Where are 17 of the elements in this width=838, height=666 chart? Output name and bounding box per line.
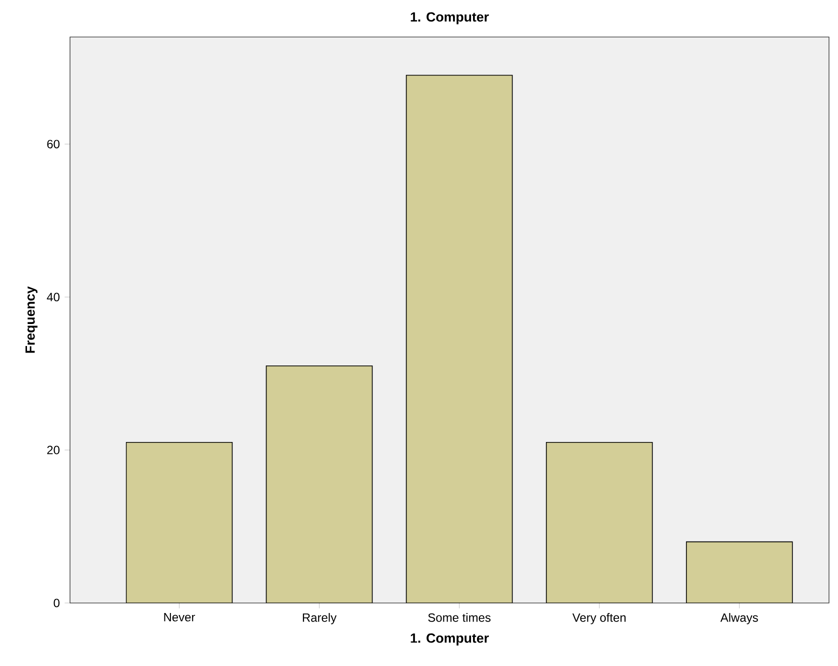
- y-tick-label: 60: [47, 140, 60, 148]
- y-tick-label: 40: [46, 292, 60, 302]
- y-tick-label: 0: [54, 598, 60, 608]
- x-tick-label: Never: [164, 613, 196, 622]
- y-tick-label: 20: [47, 446, 60, 454]
- bar: [266, 366, 372, 603]
- x-tick-label: Always: [720, 613, 758, 624]
- x-axis-title: 1. Computer: [410, 633, 489, 646]
- x-tick-label: Some times: [428, 613, 491, 622]
- bar: [546, 442, 653, 603]
- x-tick-label: Rarely: [302, 613, 337, 624]
- x-tick-label: Very often: [572, 613, 626, 624]
- y-axis-title: Frequency: [26, 286, 38, 353]
- bar: [126, 442, 233, 603]
- bar: [686, 541, 793, 603]
- chart-title: 1. Computer: [410, 12, 489, 24]
- bar: [406, 74, 513, 603]
